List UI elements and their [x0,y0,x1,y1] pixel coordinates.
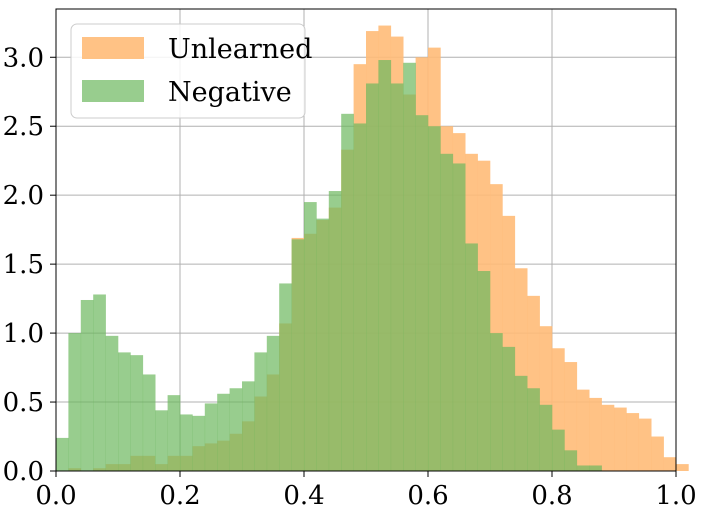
bar-negative [304,202,317,471]
bar-negative [415,115,429,472]
bar-negative [440,153,454,471]
bar-unlearned [626,413,640,471]
y-tick-label: 2.5 [3,112,44,142]
bar-negative [539,404,553,471]
bar-negative [279,283,292,471]
bar-negative [68,333,82,471]
x-tick-label: 0.0 [35,481,76,511]
legend-label-unlearned: Unlearned [168,34,312,65]
legend-swatch-negative [82,80,144,102]
legend-swatch-unlearned [82,37,144,59]
y-axis-ticks: 0.0 0.5 1.0 1.5 2.0 2.5 3.0 [3,43,56,487]
bar-negative [180,414,193,471]
bar-negative [564,450,578,471]
x-tick-label: 0.8 [531,481,572,511]
y-tick-label: 2.0 [3,181,44,211]
bar-unlearned [676,464,689,471]
y-tick-label: 1.5 [3,250,44,280]
bar-unlearned [564,362,578,471]
bar-negative [403,62,416,472]
bar-negative [514,375,528,471]
bar-negative [80,299,94,471]
bar-negative [428,126,441,471]
bar-negative [490,333,503,471]
bar-negative [105,335,119,471]
x-axis-ticks: 0.0 0.2 0.4 0.6 0.8 1.0 [35,471,697,511]
x-tick-label: 0.4 [283,481,324,511]
bar-negative [142,374,156,471]
bar-negative [589,465,602,471]
bar-negative [390,83,404,471]
plot-frame [55,8,677,472]
bar-negative [527,388,540,471]
bar-negative [477,271,491,471]
y-tick-label: 1.0 [3,319,44,349]
bar-negative [328,191,342,471]
bar-unlearned [614,407,627,471]
y-tick-label: 0.0 [3,457,44,487]
bar-negative [465,243,478,471]
x-tick-label: 0.6 [407,481,448,511]
bar-negative [266,335,280,471]
bar-negative [242,381,255,471]
bar-negative [118,352,131,471]
bar-negative [254,352,268,471]
bar-unlearned [601,404,615,471]
bar-negative [229,388,243,471]
bar-negative [576,465,590,471]
bar-negative [353,123,367,472]
bar-unlearned [663,457,677,471]
x-tick-label: 1.0 [655,481,696,511]
bar-negative [217,393,230,471]
bar-negative [452,163,466,471]
bar-unlearned [589,397,602,471]
bar-negative [341,113,354,471]
bar-negative [192,415,206,471]
bar-negative [155,410,168,471]
bar-negative [167,395,181,471]
bar-negative [204,403,218,471]
bar-negative [291,239,305,471]
bar-negative [316,218,330,471]
legend: Unlearned Negative [70,23,312,119]
legend-label-negative: Negative [168,77,292,108]
y-tick-label: 3.0 [3,43,44,73]
bar-negative [378,60,392,472]
bar-negative [130,355,144,471]
bar-unlearned [651,436,664,471]
bar-unlearned [638,418,652,471]
bar-negative [56,437,69,471]
x-tick-label: 0.2 [159,481,200,511]
bar-negative [93,294,106,471]
bar-unlearned [576,389,590,471]
bar-negative [502,346,516,471]
series-negative-bars [56,60,602,472]
bar-negative [366,83,379,471]
bar-negative [552,429,565,471]
y-tick-label: 0.5 [3,388,44,418]
